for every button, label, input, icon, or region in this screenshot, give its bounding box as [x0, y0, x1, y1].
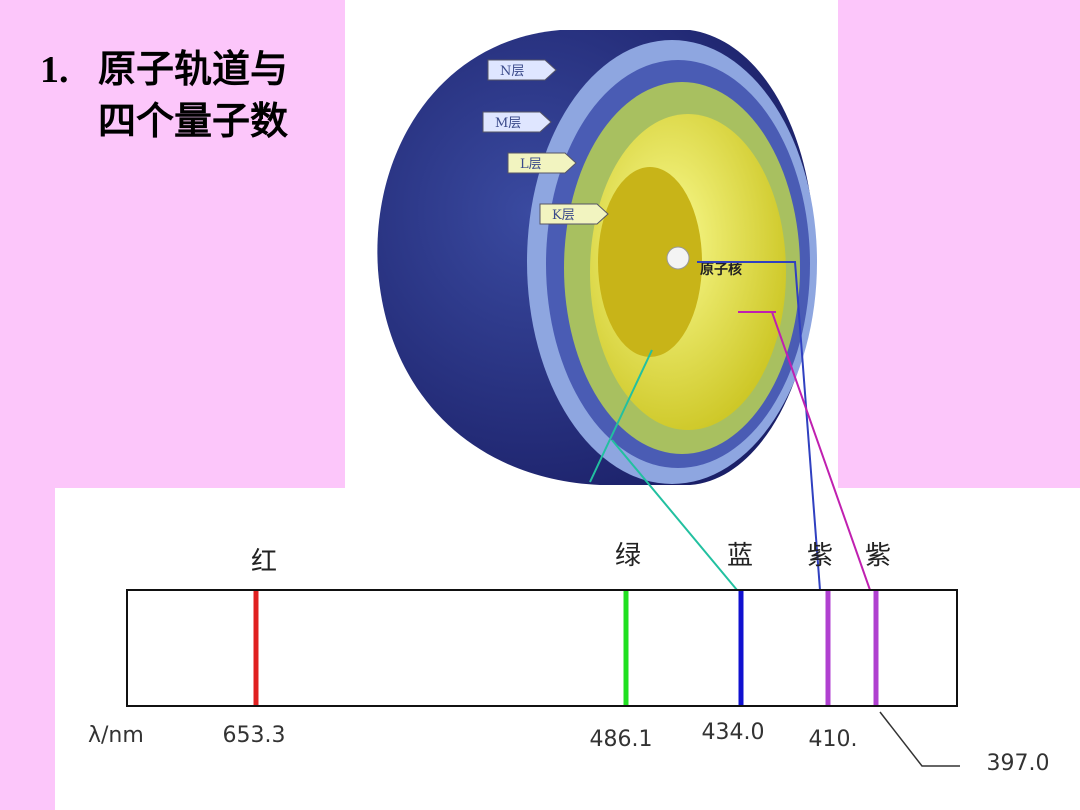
wavelength-label: 486.1: [590, 727, 653, 752]
connector: [611, 439, 738, 591]
layer-label: K层: [552, 208, 575, 223]
nucleus-label: 原子核: [700, 261, 742, 278]
nucleus: [666, 246, 690, 270]
wavelength-label: 410.: [809, 727, 858, 752]
tag-shape: [507, 152, 577, 174]
tag-shape: [487, 59, 557, 81]
tag-shape: [482, 111, 552, 133]
wavelength-label: 434.0: [702, 720, 765, 745]
color-label: 紫: [807, 541, 833, 571]
color-label: 蓝: [727, 541, 753, 571]
connector: [589, 349, 653, 483]
wavelength-label: 397.0: [987, 751, 1050, 776]
unit-label: λ/nm: [88, 723, 144, 748]
title-line: 四个量子数: [98, 101, 288, 143]
color-label: 绿: [615, 541, 641, 571]
layer-label: L层: [520, 157, 542, 172]
color-label: 红: [251, 547, 277, 577]
color-label: 紫: [865, 541, 891, 571]
wavelength-label: 653.3: [223, 723, 286, 748]
title-line: 原子轨道与: [98, 49, 288, 91]
k-cavity: [598, 167, 702, 357]
layer-label: M层: [495, 116, 521, 131]
leader-line: [879, 711, 960, 767]
spectrum-box: [126, 589, 958, 707]
layer-label: N层: [500, 64, 524, 79]
connector: [771, 311, 871, 591]
title-number: 1.: [40, 49, 69, 91]
connector: [697, 261, 821, 591]
tag-shape: [539, 203, 609, 225]
layer-tags: N层 M层 L层 K层: [482, 59, 609, 225]
